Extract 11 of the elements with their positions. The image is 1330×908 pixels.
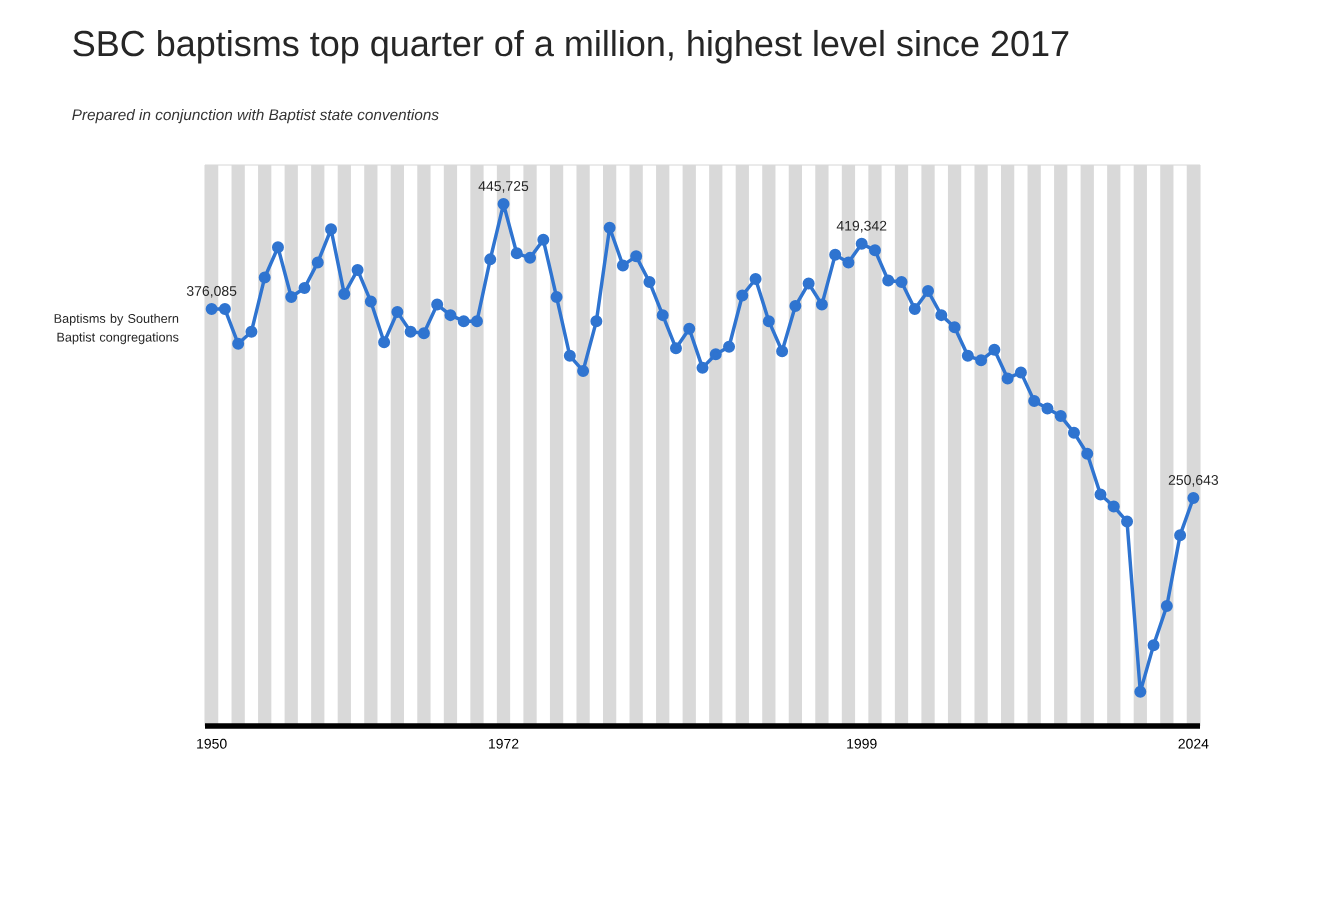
x-tick-label: 1972 [489,738,519,749]
data-label: 376,085 [186,286,237,298]
data-label: 250,643 [1168,475,1219,487]
chart-subtitle: Prepared in conjunction with Baptist state conventions [72,108,439,124]
data-label: 445,725 [478,181,529,193]
data-label: 419,342 [836,220,887,233]
x-tick-label: 1999 [847,738,877,749]
text: Baptisms by Southern Baptist congregations [54,313,179,345]
x-tick-label: 1950 [197,738,227,749]
x-tick-label: 2024 [1178,738,1209,749]
chart-title: SBC baptisms top quarter of a million, highest level since 2017 [73,29,1069,64]
